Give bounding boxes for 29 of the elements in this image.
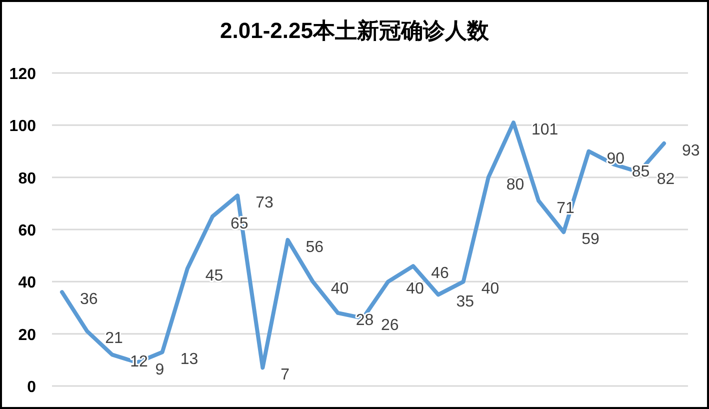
- y-tick-label: 100: [9, 118, 36, 136]
- data-label: 21: [105, 330, 123, 348]
- data-label: 80: [506, 176, 524, 194]
- data-label: 46: [431, 265, 450, 282]
- data-label: 73: [256, 194, 274, 212]
- y-tick-label: 20: [18, 326, 36, 344]
- data-label: 35: [456, 294, 474, 311]
- data-label: 13: [180, 351, 198, 368]
- y-tick-label: 80: [18, 170, 36, 188]
- y-tick-label: 120: [9, 66, 36, 83]
- data-label: 59: [582, 231, 600, 248]
- y-tick-label: 40: [18, 274, 36, 292]
- data-label: 101: [532, 122, 558, 139]
- data-label: 90: [606, 150, 625, 168]
- y-tick-label: 60: [18, 222, 36, 240]
- data-label: 56: [306, 238, 324, 256]
- data-label: 45: [205, 268, 224, 285]
- data-label: 7: [280, 366, 290, 384]
- chart-title: 2.01-2.25本土新冠确诊人数: [220, 18, 490, 43]
- y-tick-label: 0: [27, 379, 36, 396]
- data-label: 40: [330, 280, 349, 298]
- data-label: 40: [406, 280, 424, 298]
- data-label: 82: [656, 171, 675, 188]
- data-label: 9: [155, 362, 164, 379]
- data-label: 40: [481, 280, 500, 298]
- data-label: 26: [381, 317, 399, 334]
- data-label: 36: [80, 291, 98, 308]
- data-label: 93: [682, 142, 700, 160]
- data-label: 28: [356, 312, 374, 329]
